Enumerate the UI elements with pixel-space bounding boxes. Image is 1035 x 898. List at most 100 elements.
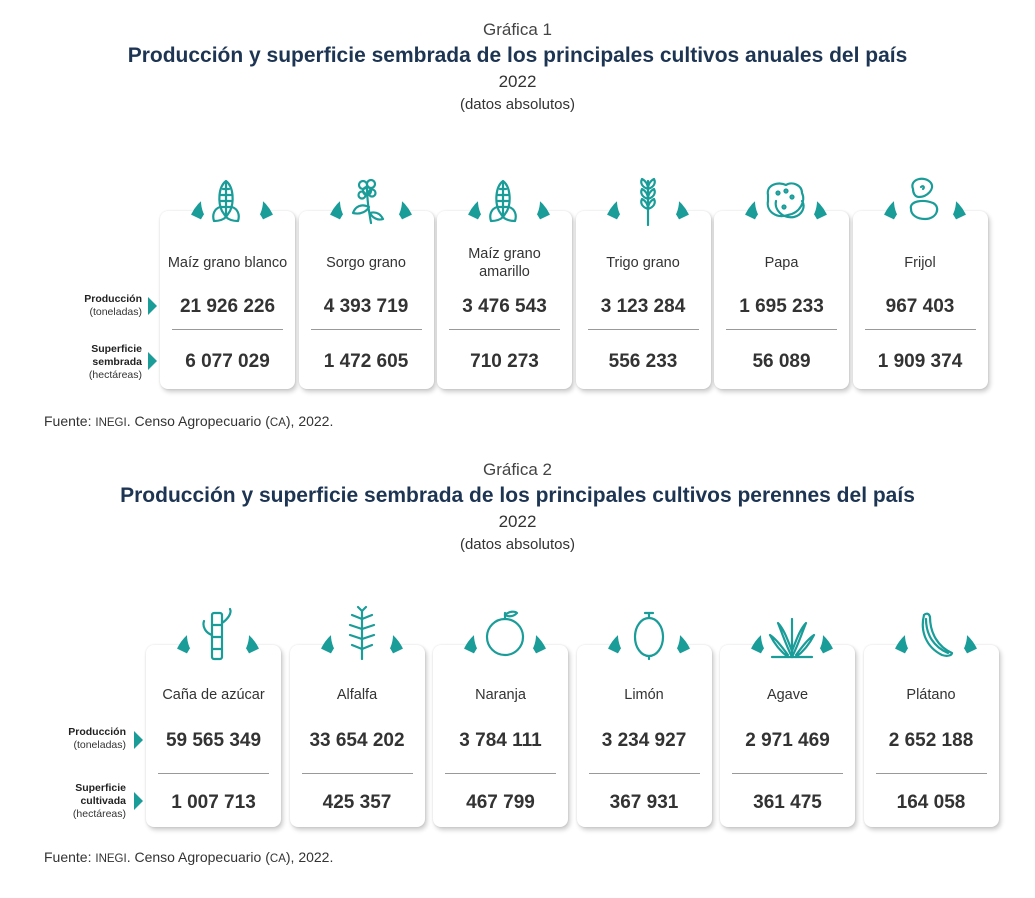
production-arrow-icon <box>148 297 157 315</box>
alfalfa-icon <box>312 585 412 685</box>
chart-title: Producción y superficie sembrada de los … <box>120 484 915 507</box>
row-label-production-title: Producción <box>68 726 126 738</box>
crop-card-frijol: Frijol 967 403 1 909 374 <box>852 211 988 389</box>
potato-icon <box>736 151 836 251</box>
source-org: INEGI <box>95 417 127 429</box>
source-suffix: ), 2022. <box>285 849 334 865</box>
divider <box>449 329 560 330</box>
crop-label: Maíz grano blanco <box>167 255 288 271</box>
crop-label: Sorgo grano <box>326 255 406 271</box>
crop-card-agave: Agave 2 971 469 361 475 <box>720 645 855 827</box>
area-value: 467 799 <box>466 792 535 813</box>
crop-label: Naranja <box>475 687 526 703</box>
production-value: 3 123 284 <box>600 296 686 317</box>
crop-label: Frijol <box>904 255 936 271</box>
production-arrow-icon <box>134 731 143 749</box>
area-value: 6 077 029 <box>185 351 270 372</box>
area-value: 425 357 <box>322 792 392 813</box>
divider <box>445 773 556 774</box>
divider <box>864 329 976 330</box>
divider <box>301 773 413 774</box>
production-value: 3 476 543 <box>462 296 547 317</box>
crop-card-sorgo-grano: Sorgo grano 4 393 719 1 472 605 <box>298 211 434 389</box>
source-prefix: Fuente: <box>44 413 96 429</box>
chart-year: 2022 <box>498 512 537 531</box>
production-value: 4 393 719 <box>323 296 409 317</box>
source-mid: . Censo Agropecuario ( <box>126 849 270 865</box>
row-label-area-title-2: cultivada <box>80 795 126 807</box>
production-value: 967 403 <box>885 296 955 317</box>
chart-year: 2022 <box>498 72 537 91</box>
chart-unit: (datos absolutos) <box>459 96 576 113</box>
production-value: 2 971 469 <box>745 730 830 751</box>
row-label-area: Superficie sembrada (hectáreas) <box>40 343 142 382</box>
crop-card-maiz-grano-amarillo: Maíz grano amarillo 3 476 543 710 273 <box>437 211 572 389</box>
chart-number: Gráfica 2 <box>483 460 552 479</box>
corn-icon <box>182 151 282 251</box>
source-note: Fuente: INEGI. Censo Agropecuario (CA), … <box>44 413 333 429</box>
divider <box>158 773 269 774</box>
row-label-area-title-1: Superficie <box>75 782 126 794</box>
sorghum-icon <box>321 151 421 251</box>
area-value: 1 472 605 <box>323 351 409 372</box>
source-prefix: Fuente: <box>44 849 96 865</box>
chart-unit: (datos absolutos) <box>459 536 576 553</box>
area-value: 361 475 <box>753 792 822 813</box>
source-suffix: ), 2022. <box>285 413 334 429</box>
divider <box>726 329 837 330</box>
chart-title: Producción y superficie sembrada de los … <box>127 44 908 67</box>
crop-label: Limón <box>624 687 664 703</box>
bean-icon <box>875 151 975 251</box>
crop-card-alfalfa: Alfalfa 33 654 202 425 357 <box>289 645 425 827</box>
crop-card-maiz-grano-blanco: Maíz grano blanco 21 926 226 6 077 029 <box>160 211 295 389</box>
crop-card-cana-de-azucar: Caña de azúcar 59 565 349 1 007 713 <box>146 645 281 827</box>
crop-card-limon: Limón 3 234 927 367 931 <box>576 645 712 827</box>
divider <box>875 773 987 774</box>
area-value: 1 909 374 <box>877 351 963 372</box>
chart-number: Gráfica 1 <box>483 20 552 39</box>
crop-card-papa: Papa 1 695 233 56 089 <box>714 211 849 389</box>
source-note: Fuente: INEGI. Censo Agropecuario (CA), … <box>44 849 333 865</box>
production-value: 2 652 188 <box>888 730 974 751</box>
crop-label: Papa <box>764 255 799 271</box>
divider <box>732 773 843 774</box>
source-mid: . Censo Agropecuario ( <box>126 413 270 429</box>
crop-card-naranja: Naranja 3 784 111 467 799 <box>433 645 568 827</box>
corn-icon <box>459 151 559 251</box>
source-abbr: CA <box>269 417 286 429</box>
orange-icon <box>455 585 555 685</box>
row-label-production-unit: (toneladas) <box>89 306 142 318</box>
wheat-icon <box>598 151 698 251</box>
divider <box>588 773 700 774</box>
row-label-production: Producción (toneladas) <box>40 293 142 319</box>
divider <box>172 329 283 330</box>
crop-label: Alfalfa <box>336 687 378 703</box>
agave-icon <box>742 585 842 685</box>
source-abbr: CA <box>269 853 286 865</box>
row-label-production: Producción (toneladas) <box>24 726 126 752</box>
production-value: 3 234 927 <box>601 730 687 751</box>
banana-icon <box>886 585 986 685</box>
crop-label: Maíz grano amarillo <box>468 246 541 280</box>
row-label-area-title-1: Superficie <box>91 343 142 355</box>
divider <box>310 329 422 330</box>
crop-label: Agave <box>766 687 809 703</box>
area-value: 56 089 <box>752 351 811 372</box>
crop-label: Trigo grano <box>606 255 680 271</box>
lemon-icon <box>599 585 699 685</box>
area-value: 164 058 <box>896 792 966 813</box>
source-org: INEGI <box>95 853 127 865</box>
area-value: 367 931 <box>609 792 679 813</box>
crop-card-platano: Plátano 2 652 188 164 058 <box>863 645 999 827</box>
area-arrow-icon <box>148 352 157 370</box>
production-value: 59 565 349 <box>165 730 262 751</box>
divider <box>587 329 699 330</box>
row-label-production-unit: (toneladas) <box>73 739 126 751</box>
row-label-area-unit: (hectáreas) <box>72 808 126 820</box>
row-label-area-title-2: sembrada <box>92 356 142 368</box>
area-value: 710 273 <box>470 351 539 372</box>
production-value: 21 926 226 <box>179 296 276 317</box>
crop-label: Caña de azúcar <box>162 687 265 703</box>
row-label-production-title: Producción <box>84 293 142 305</box>
sugarcane-icon <box>168 585 268 685</box>
